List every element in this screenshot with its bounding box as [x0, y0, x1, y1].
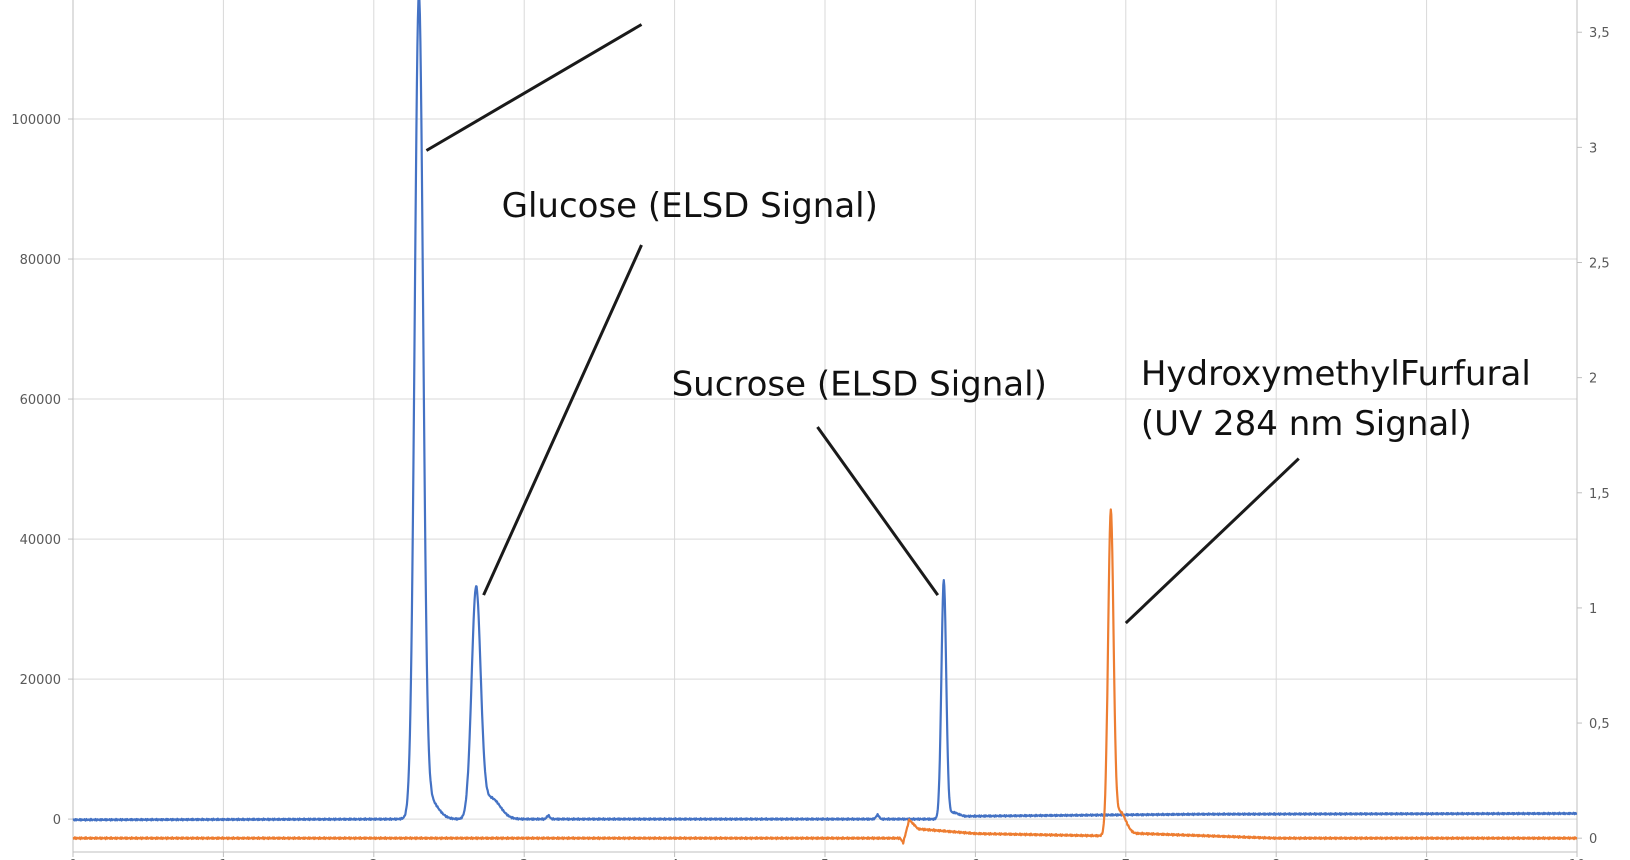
x-tick-label: 6 [971, 858, 979, 860]
x-tick-label: 3 [520, 858, 528, 860]
y2-tick-label: 0,5 [1589, 717, 1610, 732]
annotation-label: Glucose (ELSD Signal) [502, 186, 878, 226]
y-tick-label: 80000 [20, 253, 61, 268]
y-tick-label: 20000 [20, 673, 61, 688]
series-lines [72, 0, 1578, 845]
y2-tick-label: 1 [1589, 602, 1597, 617]
annotation-leader-line [816, 426, 940, 596]
axes [68, 0, 1582, 857]
x-tick-label: 9 [1422, 858, 1430, 860]
y2-tick-label: 3,5 [1589, 26, 1610, 41]
x-tick-label: 10 [1569, 858, 1586, 860]
y2-tick-label: 3 [1589, 141, 1597, 156]
y2-tick-label: 1,5 [1589, 487, 1610, 502]
x-tick-label: 0 [69, 858, 77, 860]
series-line-0 [72, 0, 1578, 822]
annotation-leader-line [425, 23, 643, 152]
y-tick-label: 0 [53, 813, 61, 828]
x-tick-label: 2 [370, 858, 378, 860]
x-tick-label: 1 [219, 858, 227, 860]
annotation-label: HydroxymethylFurfural [1141, 354, 1531, 394]
tick-labels: 0123456789100200004000060000800001000000… [11, 26, 1609, 860]
y2-tick-label: 2,5 [1589, 257, 1610, 272]
annotation-label: (UV 284 nm Signal) [1141, 404, 1472, 444]
y-tick-label: 40000 [20, 533, 61, 548]
annotations: Glucose (ELSD Signal) Sucrose (ELSD Signa… [425, 23, 1531, 625]
series-line-1 [72, 508, 1578, 845]
grid [73, 0, 1577, 852]
x-tick-label: 7 [1122, 858, 1130, 860]
y-tick-label: 60000 [20, 393, 61, 408]
annotation-label: Sucrose (ELSD Signal) [672, 365, 1047, 405]
annotation-leader-line [1124, 457, 1300, 625]
y2-tick-label: 0 [1589, 832, 1597, 847]
x-tick-label: 5 [821, 858, 829, 860]
y-tick-label: 100000 [11, 113, 61, 128]
annotation-leader-line [482, 244, 643, 596]
y2-tick-label: 2 [1589, 372, 1597, 387]
x-tick-label: 4 [670, 858, 678, 860]
x-tick-label: 8 [1272, 858, 1280, 860]
